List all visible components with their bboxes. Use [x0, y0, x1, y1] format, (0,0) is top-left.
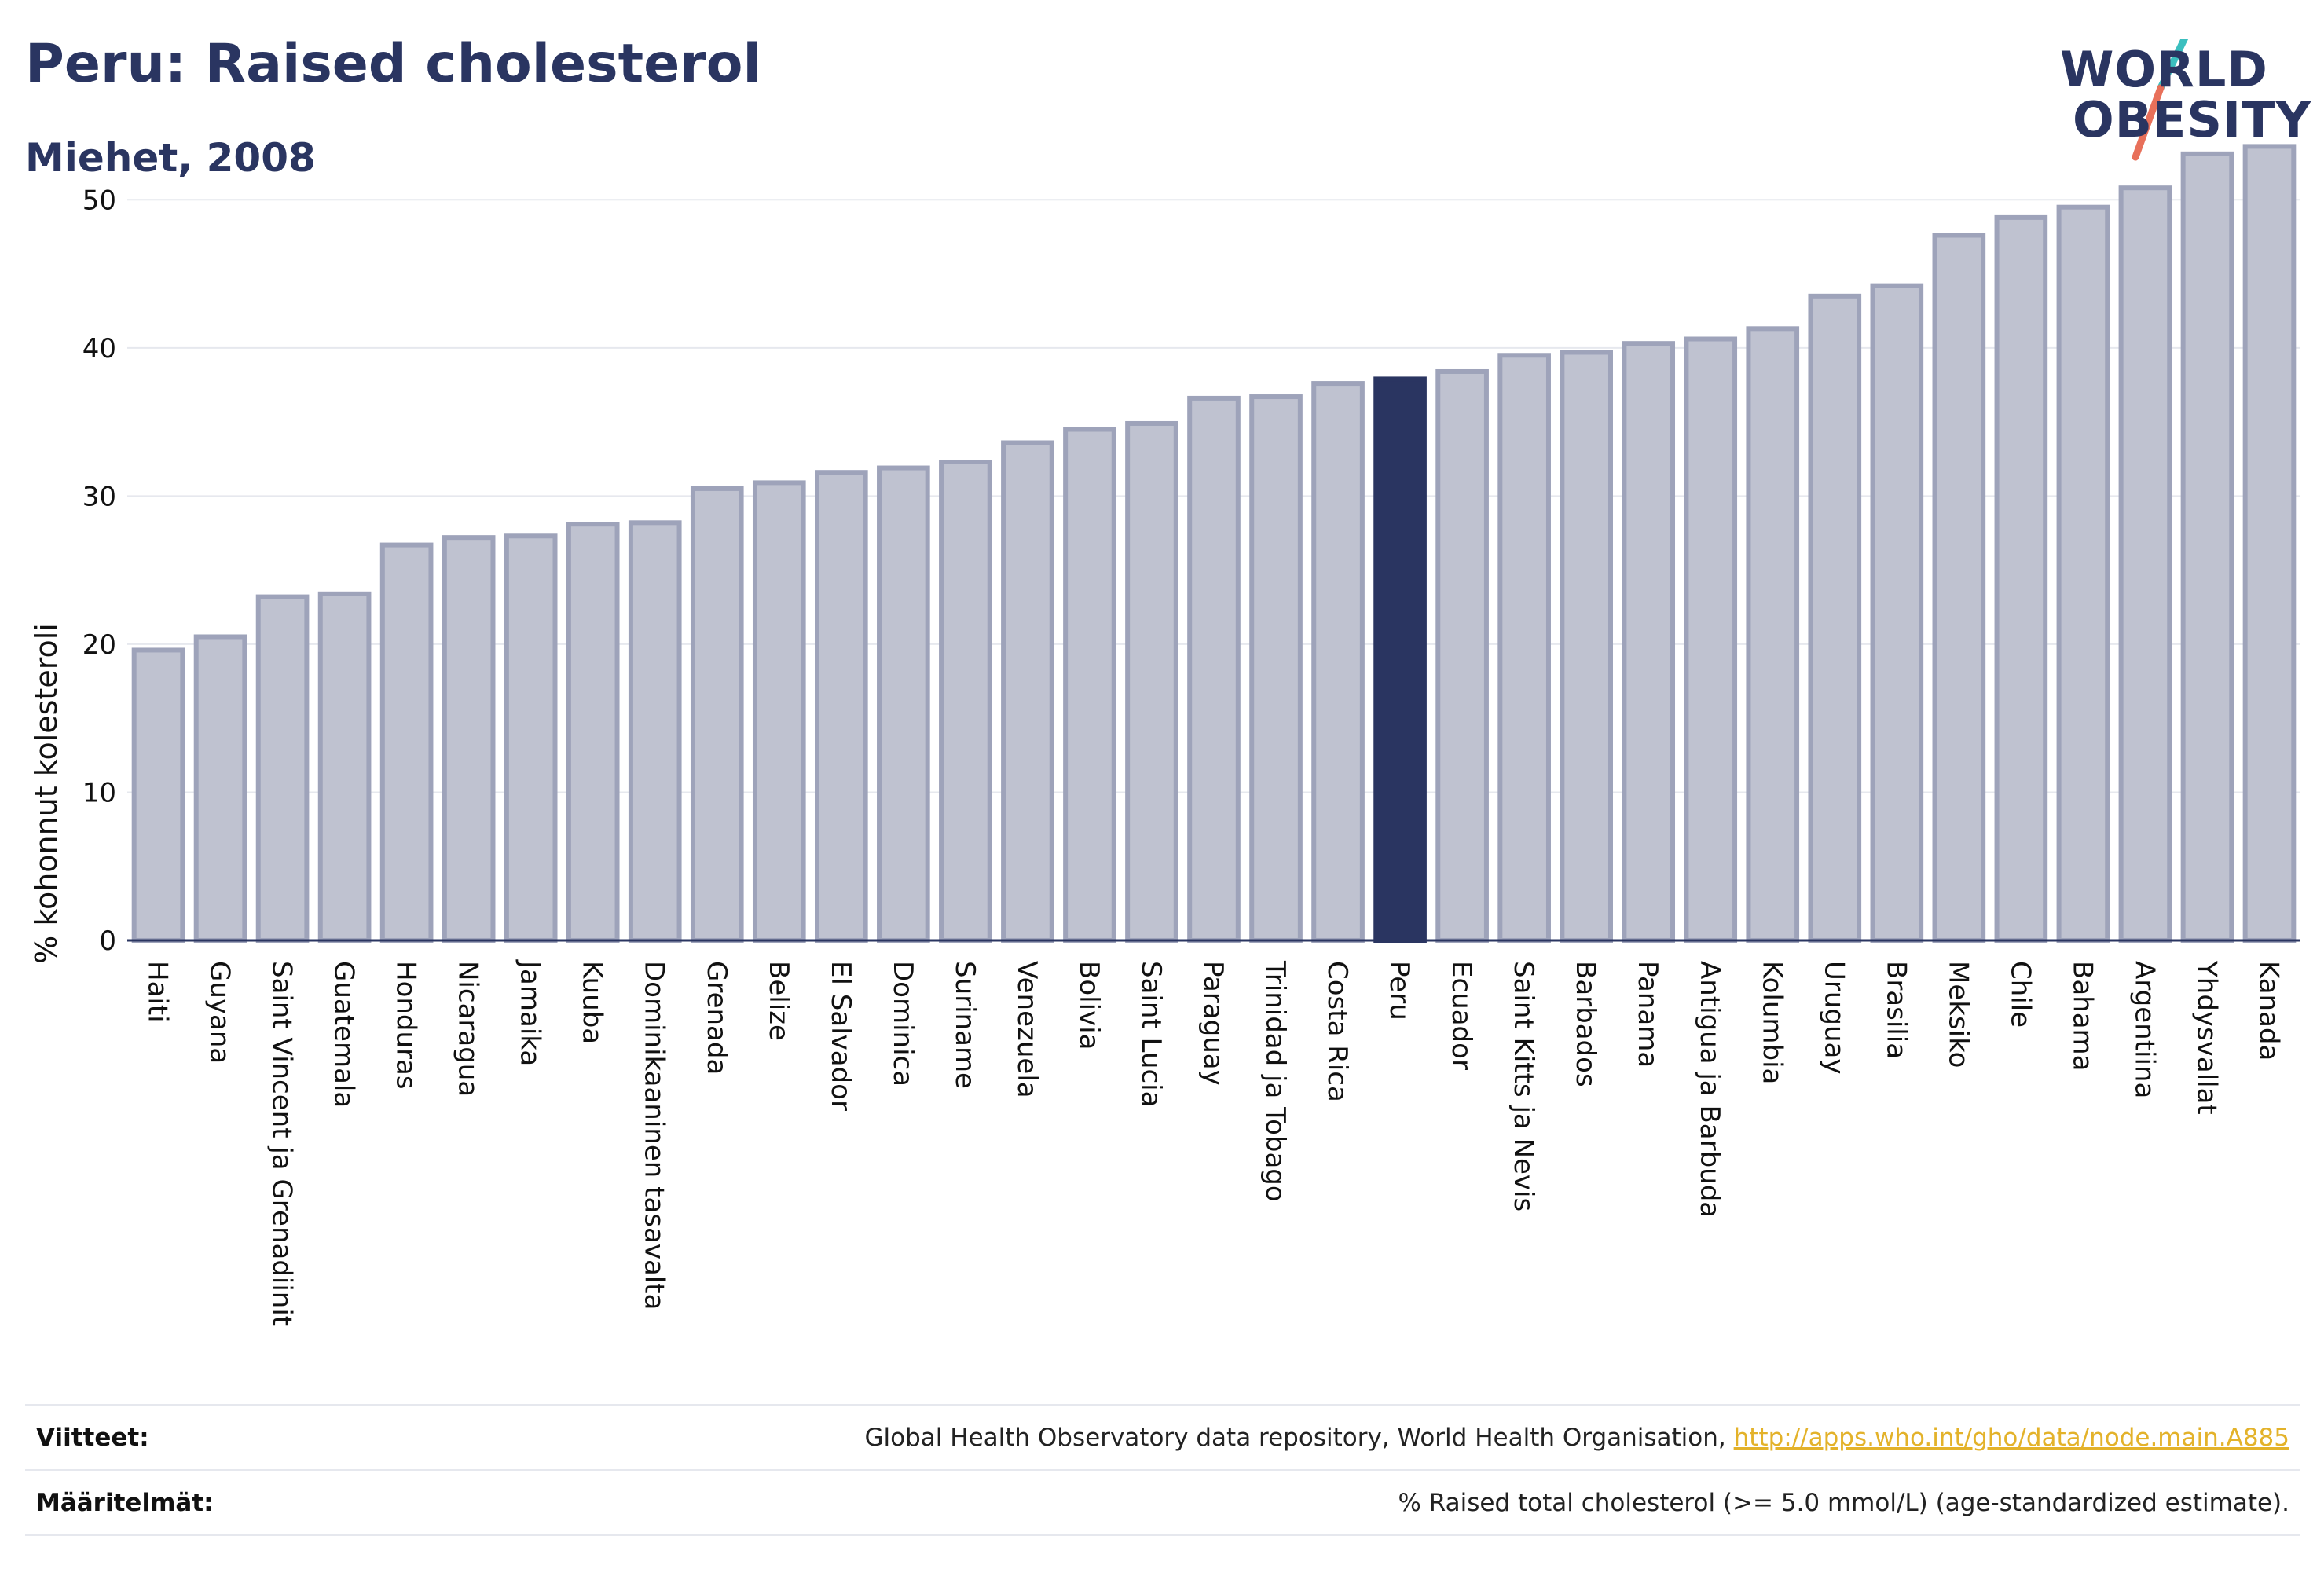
x-tick-label: Suriname — [949, 961, 981, 1089]
x-tick-label: Venezuela — [1011, 961, 1043, 1098]
bar-belize — [752, 480, 806, 943]
x-tick-label: Trinidad ja Tobago — [1259, 960, 1291, 1202]
y-tick-label: 10 — [82, 777, 116, 808]
bar-guatemala — [317, 591, 372, 943]
sources-text: Global Health Observatory data repositor… — [864, 1424, 1734, 1452]
logo-text-line2: OBESITY — [2073, 91, 2312, 148]
x-tick-label: Kuuba — [577, 961, 608, 1044]
bar-haiti — [131, 647, 185, 944]
bar-ecuador — [1435, 368, 1489, 943]
sources-label: Viitteet: — [36, 1424, 149, 1452]
x-tick-label: Belize — [763, 961, 794, 1041]
sources-link[interactable]: http://apps.who.int/gho/data/node.main.A… — [1733, 1424, 2289, 1452]
x-tick-label: Dominikaaninen tasavalta — [639, 961, 670, 1310]
bar-honduras — [379, 542, 434, 943]
bar-dominica — [877, 465, 930, 943]
x-tick-label: Brasilia — [1880, 961, 1912, 1059]
x-tick-label: Antigua ja Barbuda — [1694, 961, 1725, 1218]
logo-slash-icon — [2132, 39, 2189, 161]
footer-divider-bottom — [25, 1534, 2300, 1536]
x-tick-label: Kanada — [2253, 961, 2284, 1061]
x-tick-label: Barbados — [1570, 961, 1601, 1087]
bar-kolumbia — [1746, 326, 1800, 944]
bar-antigua-ja-barbuda — [1684, 336, 1738, 944]
x-tick-label: Costa Rica — [1321, 961, 1353, 1102]
y-tick-label: 50 — [82, 185, 116, 216]
x-tick-label: Honduras — [390, 961, 422, 1090]
x-tick-label: Dominica — [887, 961, 918, 1087]
y-axis-label: % kohonnut kolesteroli — [29, 623, 64, 964]
x-tick-label: Bahama — [2066, 961, 2098, 1072]
bar-dominikaaninen-tasavalta — [628, 520, 682, 943]
x-tick-label: Saint Lucia — [1135, 961, 1167, 1107]
bar-bahama — [2056, 204, 2110, 943]
x-tick-label: Jamaika — [515, 959, 546, 1066]
y-tick-label: 20 — [82, 629, 116, 661]
bar-yhdysvallat — [2180, 151, 2234, 944]
bar-el-salvador — [815, 470, 868, 943]
axes: 0 10 20 30 40 50 Haiti Guyana Saint Vincent ja G… — [82, 185, 2300, 1326]
bar-brasilia — [1870, 283, 1924, 943]
bars — [131, 144, 2297, 944]
x-tick-label: Ecuador — [1446, 961, 1477, 1070]
x-tick-label: Haiti — [142, 961, 174, 1023]
y-tick-label: 0 — [99, 925, 116, 957]
x-tick-label: Guyana — [204, 961, 236, 1064]
x-tick-label: Grenada — [701, 961, 732, 1075]
bar-nicaragua — [442, 535, 496, 943]
footer-divider-middle — [25, 1469, 2300, 1471]
x-tick-label: Argentiina — [2128, 961, 2160, 1098]
x-tick-label: Panama — [1632, 961, 1663, 1068]
bar-saint-kitts-ja-nevis — [1497, 353, 1551, 943]
bar-costa-rica — [1311, 381, 1365, 943]
chart-title: Peru: Raised cholesterol — [25, 33, 761, 95]
y-tick-label: 30 — [82, 481, 116, 512]
x-tick-label: Peru — [1384, 961, 1415, 1021]
x-tick-label: Kolumbia — [1756, 961, 1787, 1084]
bar-trinidad-ja-tobago — [1249, 394, 1303, 943]
bar-kanada — [2242, 144, 2297, 943]
footer-sources-row: Viitteet: Global Health Observatory data… — [25, 1406, 2300, 1471]
bar-barbados — [1560, 350, 1613, 943]
x-tick-label: Paraguay — [1197, 961, 1229, 1086]
bar-saint-lucia — [1125, 420, 1178, 943]
x-tick-label: Chile — [2004, 961, 2036, 1028]
x-tick-label: Saint Kitts ja Nevis — [1508, 961, 1539, 1211]
x-tick-label: Guatemala — [328, 961, 360, 1108]
logo-text-line1: WORLD — [2060, 41, 2268, 98]
x-tick-label: Meksiko — [1942, 961, 1974, 1068]
bar-panama — [1622, 341, 1676, 943]
bar-jamaika — [504, 533, 558, 943]
definitions-value: % Raised total cholesterol (>= 5.0 mmol/… — [1398, 1489, 2289, 1517]
bar-grenada — [690, 486, 744, 943]
bar-venezuela — [1001, 440, 1054, 943]
bar-guyana — [193, 634, 247, 943]
bar-uruguay — [1808, 293, 1862, 943]
x-tick-label: El Salvador — [825, 961, 856, 1111]
bar-bolivia — [1063, 427, 1116, 943]
x-tick-label: Yhdysvallat — [2190, 960, 2222, 1115]
x-tick-label: Saint Vincent ja Grenadiinit — [266, 961, 298, 1326]
world-obesity-logo: WORLD OBESITY — [2051, 39, 2312, 165]
bar-chart: 0 10 20 30 40 50 Haiti Guyana Saint Vincent ja G… — [29, 144, 2300, 1326]
bar-paraguay — [1187, 395, 1241, 943]
footer-divider-top — [25, 1404, 2300, 1406]
x-tick-label: Bolivia — [1073, 961, 1105, 1050]
y-tick-label: 40 — [82, 333, 116, 365]
x-tick-label: Uruguay — [1818, 961, 1849, 1075]
bar-meksiko — [1932, 233, 1986, 944]
bar-peru — [1373, 376, 1427, 943]
bar-suriname — [939, 459, 992, 943]
footer-definitions-row: Määritelmät: % Raised total cholesterol … — [25, 1472, 2300, 1536]
bar-saint-vincent-ja-grenadiinit — [255, 594, 310, 943]
x-tick-label: Nicaragua — [453, 961, 484, 1097]
definitions-label: Määritelmät: — [36, 1489, 214, 1517]
sources-value: Global Health Observatory data repositor… — [865, 1424, 2289, 1452]
chart-subtitle: Miehet, 2008 — [25, 135, 316, 181]
bar-chile — [1994, 214, 2048, 943]
bar-kuuba — [566, 522, 620, 943]
bar-argentiina — [2118, 185, 2172, 943]
